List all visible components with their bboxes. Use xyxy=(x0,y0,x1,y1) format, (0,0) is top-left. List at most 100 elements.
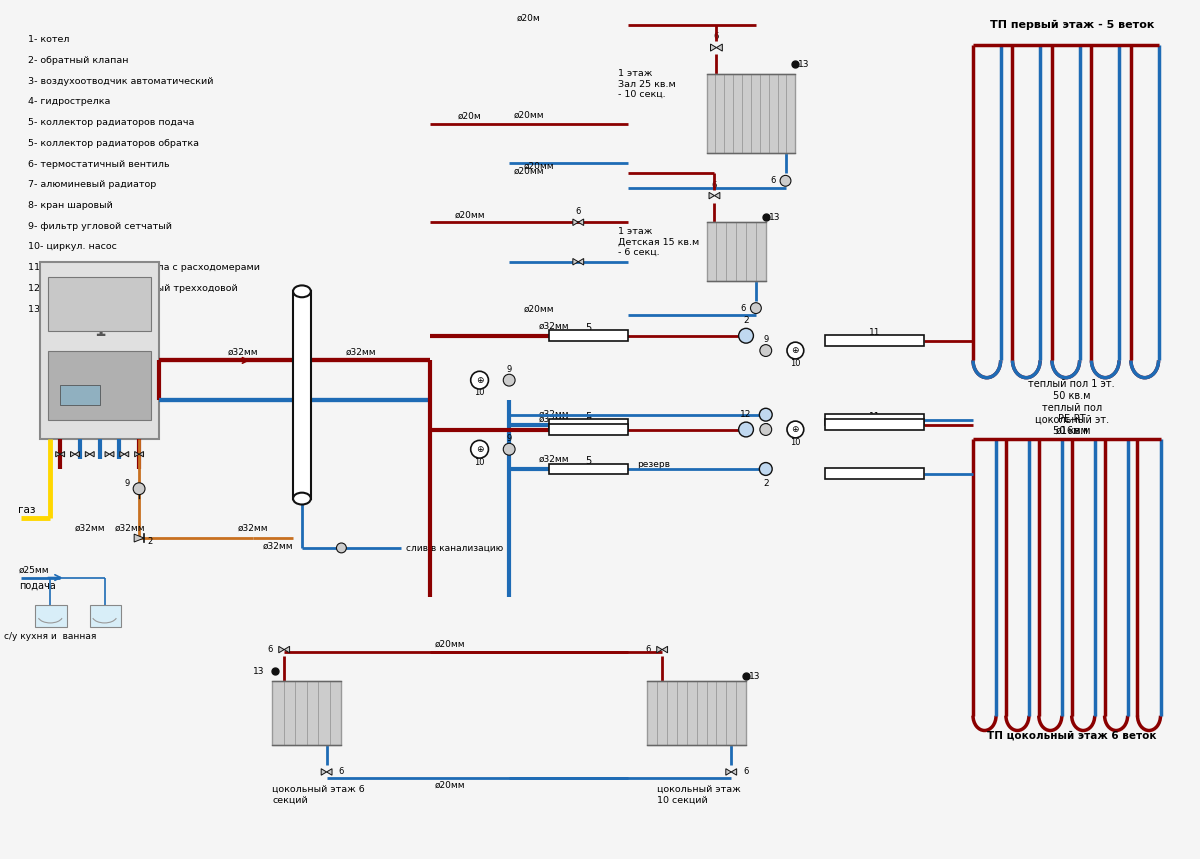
Text: 7: 7 xyxy=(746,107,755,120)
Text: газ: газ xyxy=(18,505,35,515)
Text: 9: 9 xyxy=(763,335,768,344)
Text: ø20м: ø20м xyxy=(458,113,481,121)
Text: подача: подача xyxy=(19,581,55,590)
Text: 7: 7 xyxy=(302,707,311,720)
Text: 1 этаж
Детская 15 кв.м
- 6 секц.: 1 этаж Детская 15 кв.м - 6 секц. xyxy=(618,227,698,257)
Text: ТП первый этаж - 5 веток: ТП первый этаж - 5 веток xyxy=(990,20,1154,30)
Text: 10: 10 xyxy=(790,359,800,368)
Text: теплый пол
цокольный эт.
50 кв.м: теплый пол цокольный эт. 50 кв.м xyxy=(1034,403,1109,436)
Text: ø20мм: ø20мм xyxy=(514,111,545,120)
Polygon shape xyxy=(55,452,60,457)
Text: 6: 6 xyxy=(714,33,719,41)
Text: 6: 6 xyxy=(338,767,344,777)
Bar xyxy=(647,681,746,746)
Circle shape xyxy=(760,462,772,475)
Circle shape xyxy=(470,441,488,458)
Text: 6: 6 xyxy=(770,176,775,186)
Polygon shape xyxy=(278,646,284,653)
Text: ø32мм: ø32мм xyxy=(539,411,570,419)
Text: с/у кухня и  ванная: с/у кухня и ванная xyxy=(4,632,96,642)
Bar xyxy=(824,468,924,479)
Polygon shape xyxy=(662,646,667,653)
Polygon shape xyxy=(85,452,90,457)
Text: цокольный этаж 6
секций: цокольный этаж 6 секций xyxy=(272,785,365,804)
Bar xyxy=(293,291,311,498)
Polygon shape xyxy=(656,646,662,653)
Text: 5: 5 xyxy=(586,417,592,427)
Text: 6: 6 xyxy=(743,767,749,777)
Bar xyxy=(548,419,628,430)
Bar xyxy=(707,74,796,153)
Bar xyxy=(824,335,924,346)
Text: 6: 6 xyxy=(712,181,718,190)
Text: 2: 2 xyxy=(763,479,768,488)
Text: ø25мм: ø25мм xyxy=(19,566,49,576)
Text: ТП цокольный этаж 6 веток: ТП цокольный этаж 6 веток xyxy=(986,730,1157,740)
Text: PE-RT
ø16мм: PE-RT ø16мм xyxy=(1055,414,1088,436)
Ellipse shape xyxy=(293,285,311,297)
Polygon shape xyxy=(322,769,326,775)
Polygon shape xyxy=(284,646,289,653)
Text: ø32мм: ø32мм xyxy=(539,415,570,424)
Text: 7: 7 xyxy=(692,707,701,720)
Circle shape xyxy=(787,421,804,438)
Bar xyxy=(707,222,766,282)
Text: теплый пол 1 эт.
50 кв.м: теплый пол 1 эт. 50 кв.м xyxy=(1028,379,1115,401)
Polygon shape xyxy=(710,44,716,52)
Text: 13: 13 xyxy=(749,672,761,680)
Text: 8- кран шаровый: 8- кран шаровый xyxy=(28,201,113,210)
Text: ø20мм: ø20мм xyxy=(434,640,466,649)
Polygon shape xyxy=(109,452,114,457)
Polygon shape xyxy=(578,219,583,226)
Text: 6: 6 xyxy=(266,645,272,654)
Text: 12: 12 xyxy=(740,411,751,419)
Text: 1- котел: 1- котел xyxy=(28,35,70,44)
Text: ø20мм: ø20мм xyxy=(523,305,554,314)
Text: 6: 6 xyxy=(576,207,581,216)
Text: ø20мм: ø20мм xyxy=(434,780,466,789)
Circle shape xyxy=(133,483,145,495)
Polygon shape xyxy=(578,259,583,265)
Text: ⊕: ⊕ xyxy=(476,445,484,454)
Text: ø32мм: ø32мм xyxy=(539,454,570,464)
Polygon shape xyxy=(74,452,79,457)
Text: 9: 9 xyxy=(506,434,512,443)
Polygon shape xyxy=(726,769,731,775)
Text: 10- циркул. насос: 10- циркул. насос xyxy=(28,242,116,252)
Circle shape xyxy=(760,408,772,421)
Text: 2: 2 xyxy=(146,537,152,545)
Polygon shape xyxy=(120,452,125,457)
Text: 6- термостатичный вентиль: 6- термостатичный вентиль xyxy=(28,160,169,168)
Circle shape xyxy=(787,342,804,359)
Polygon shape xyxy=(134,452,139,457)
Text: слив в канализацию: слив в канализацию xyxy=(406,544,503,552)
Text: ø20мм: ø20мм xyxy=(523,161,554,170)
Text: 4- гидрострелка: 4- гидрострелка xyxy=(28,97,110,107)
Text: ⊕: ⊕ xyxy=(792,425,799,434)
Text: ø20м: ø20м xyxy=(517,14,541,22)
Polygon shape xyxy=(134,534,144,542)
Circle shape xyxy=(780,175,791,186)
Polygon shape xyxy=(125,452,128,457)
Text: 11: 11 xyxy=(869,412,880,421)
Text: 13: 13 xyxy=(798,60,810,69)
Polygon shape xyxy=(71,452,74,457)
Text: 7: 7 xyxy=(732,246,740,259)
Text: 5- коллектор радиаторов обратка: 5- коллектор радиаторов обратка xyxy=(28,139,198,148)
Text: 4: 4 xyxy=(298,388,306,401)
Text: 5: 5 xyxy=(586,456,592,466)
Polygon shape xyxy=(714,192,720,199)
Text: ø20мм: ø20мм xyxy=(514,167,545,175)
Polygon shape xyxy=(106,452,109,457)
Text: 11: 11 xyxy=(869,328,880,338)
Text: цокольный этаж
10 секций: цокольный этаж 10 секций xyxy=(658,785,740,804)
Circle shape xyxy=(739,328,754,343)
Text: резерв: резерв xyxy=(637,460,671,468)
Polygon shape xyxy=(139,452,144,457)
Text: 13: 13 xyxy=(769,213,780,222)
Bar xyxy=(548,464,628,474)
Text: ⊕: ⊕ xyxy=(792,346,799,355)
Text: 10: 10 xyxy=(474,388,485,398)
Text: 1 этаж
Зал 25 кв.м
- 10 секц.: 1 этаж Зал 25 кв.м - 10 секц. xyxy=(618,70,676,99)
Polygon shape xyxy=(572,219,578,226)
